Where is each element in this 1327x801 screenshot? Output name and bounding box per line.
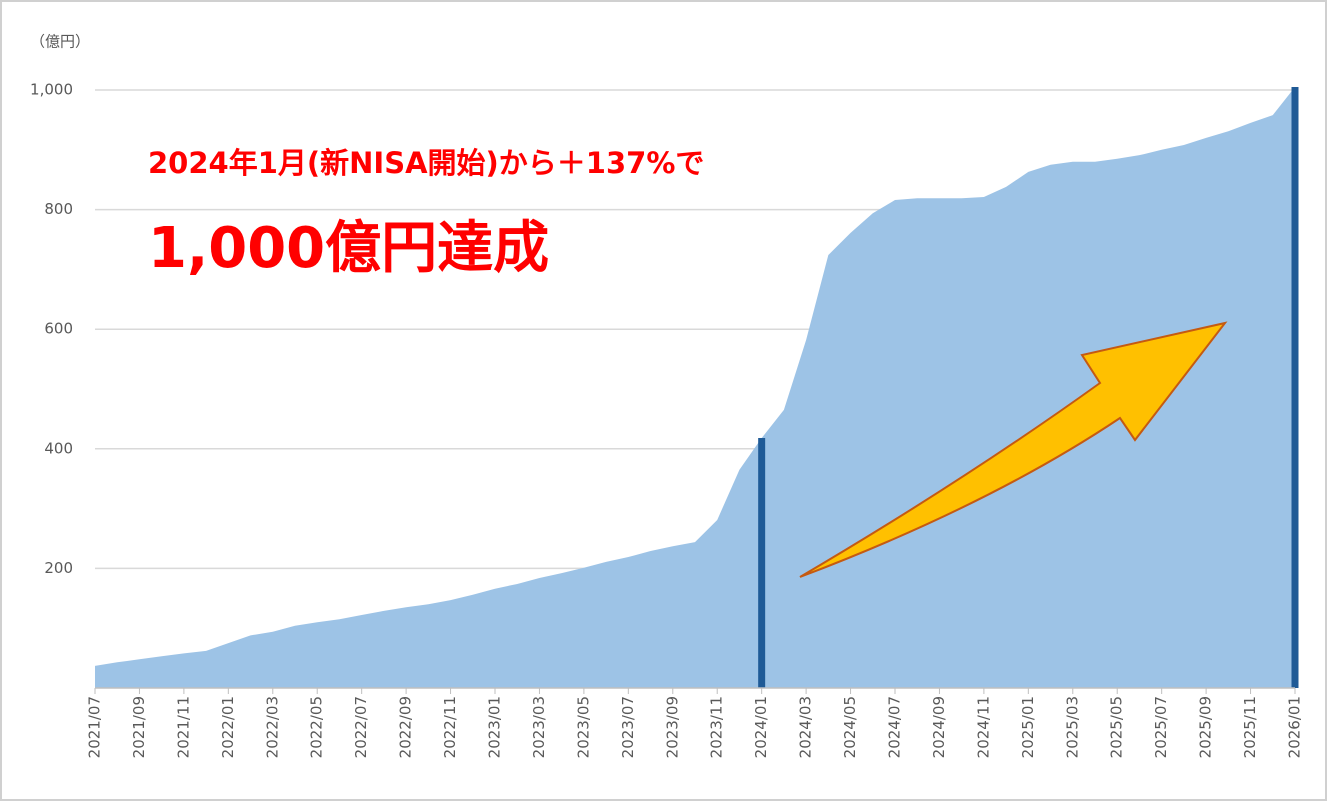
- y-unit-label: （億円）: [30, 33, 90, 51]
- plot: 200 400 600 800 1,000 2021/07 2021/09 2021/11 20…: [30, 81, 1303, 759]
- growth-arrow: [799, 321, 1228, 578]
- y-tick-label: 400: [44, 439, 73, 457]
- x-tick-label: 2024/03: [797, 696, 815, 758]
- x-tick-label: 2023/09: [663, 696, 681, 758]
- y-tick-label: 1,000: [30, 81, 73, 99]
- annotation: 2024年1月(新NISA開始)から＋137%で: [148, 146, 704, 180]
- y-tick-label: 200: [44, 559, 73, 577]
- x-tick-label: 2024/05: [841, 696, 859, 758]
- x-tick-label: 2025/09: [1197, 696, 1215, 758]
- x-tick-label: 2025/07: [1152, 696, 1170, 758]
- x-tick-label: 2024/09: [930, 696, 948, 758]
- x-tick-label: 2021/09: [130, 696, 148, 758]
- x-tick-label: 2025/03: [1063, 696, 1081, 758]
- y-tick-label: 800: [44, 200, 73, 218]
- annotation-headline: 1,000億円達成: [148, 216, 549, 281]
- x-tick-label: 2026/01: [1286, 696, 1304, 758]
- x-tick-label: 2022/11: [441, 696, 459, 758]
- x-tick-label: 2022/07: [352, 696, 370, 758]
- y-tick-label: 600: [44, 320, 73, 338]
- x-tick-label: 2022/05: [308, 696, 326, 758]
- area: [95, 87, 1295, 688]
- x-tick-label: 2021/11: [174, 696, 192, 758]
- x-tick-label: 2023/07: [619, 696, 637, 758]
- x-tick-label: 2025/11: [1241, 696, 1259, 758]
- x-tick-label: 2025/01: [1019, 696, 1037, 758]
- x-tick-label: 2023/03: [530, 696, 548, 758]
- x-tick-label: 2023/11: [708, 696, 726, 758]
- x-tick-label: 2024/01: [752, 696, 770, 758]
- x-tick-label: 2023/01: [486, 696, 504, 758]
- x-tick-label: 2021/07: [86, 696, 104, 758]
- x-tick-label: 2022/01: [219, 696, 237, 758]
- x-tick-label: 2023/05: [574, 696, 592, 758]
- x-tick-label: 2022/09: [397, 696, 415, 758]
- x-tick-label: 2024/11: [974, 696, 992, 758]
- x-tick-label: 2024/07: [886, 696, 904, 758]
- x-tick-label: 2025/05: [1108, 696, 1126, 758]
- x-tick-label: 2022/03: [263, 696, 281, 758]
